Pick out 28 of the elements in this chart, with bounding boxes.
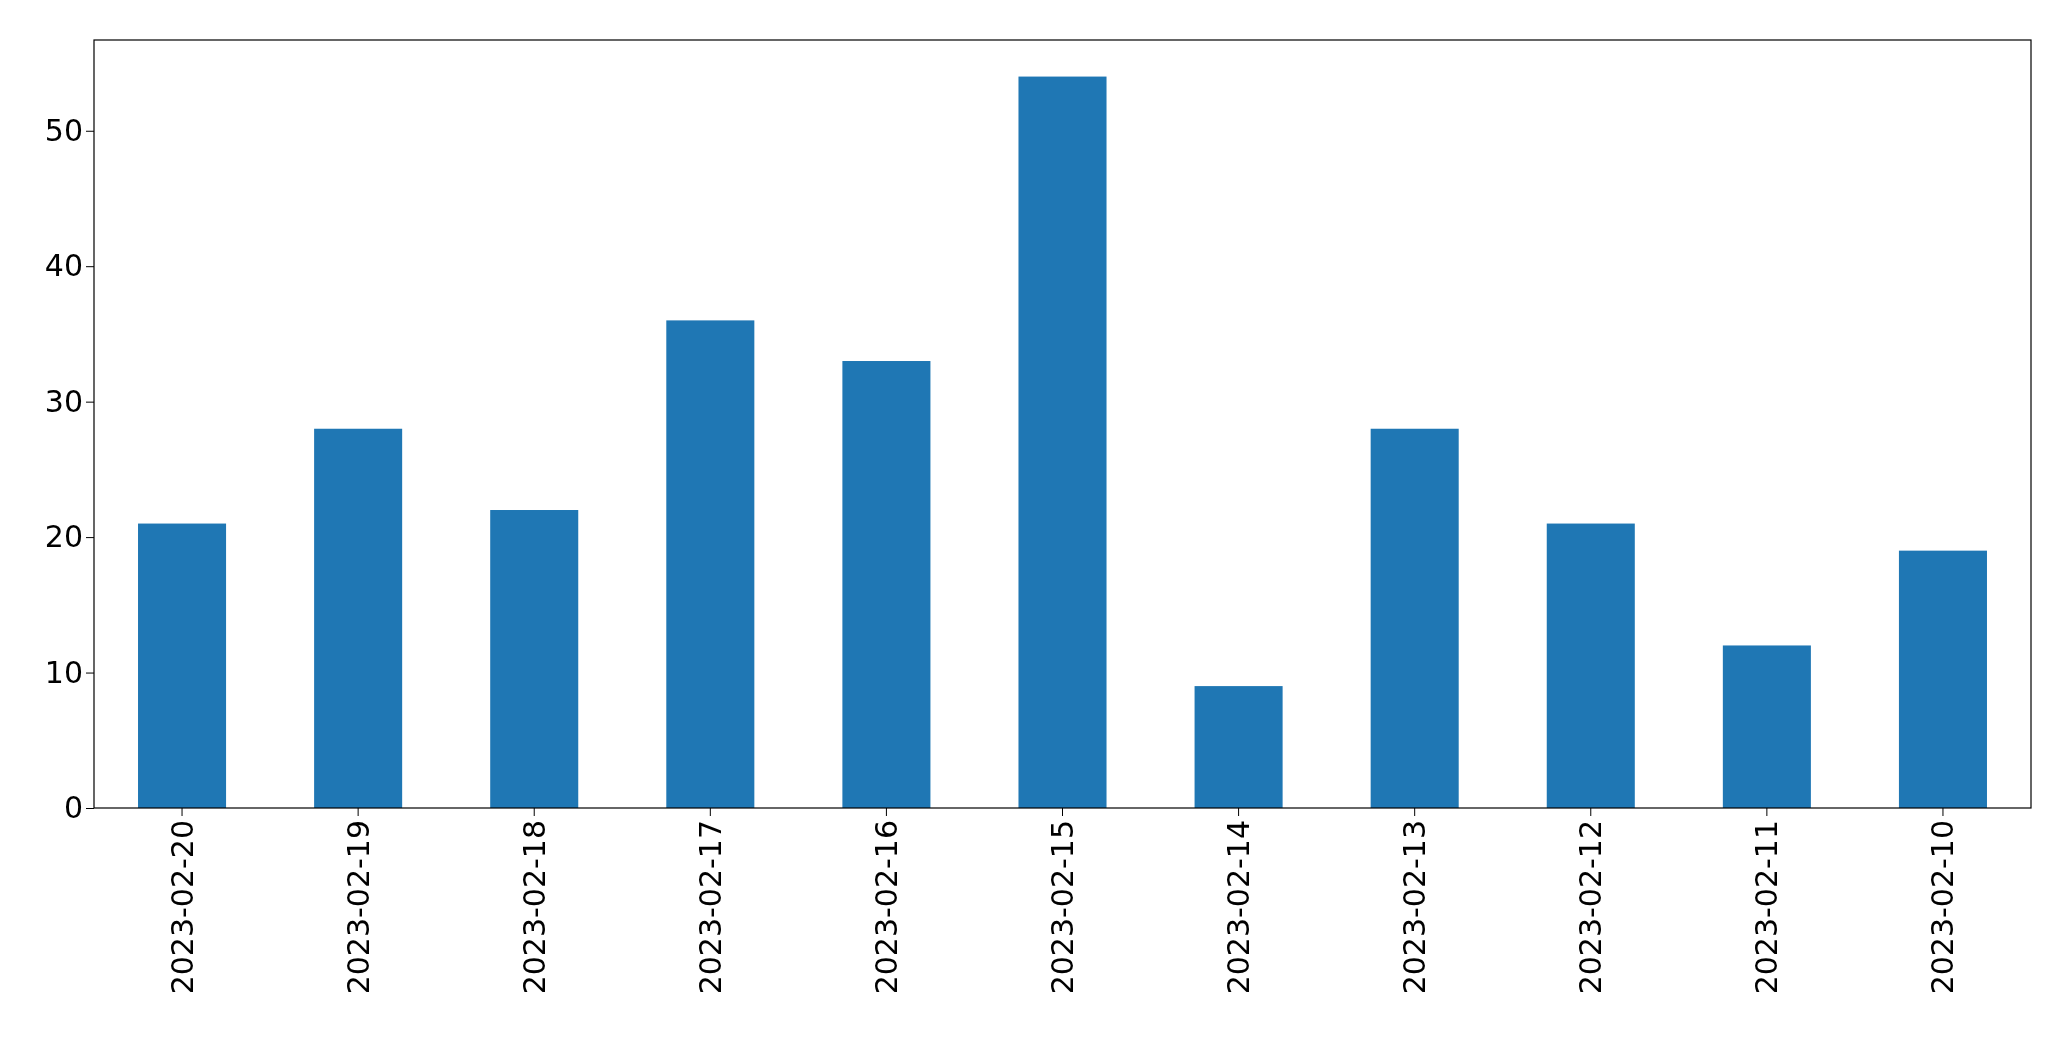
y-tick-label: 10 (44, 654, 83, 690)
y-tick-label: 40 (44, 248, 83, 284)
bar (1018, 76, 1107, 808)
bar (490, 510, 579, 808)
x-tick-label: 2023-02-17 (692, 820, 728, 995)
x-tick-label: 2023-02-16 (868, 820, 904, 995)
x-tick-label: 2023-02-12 (1573, 820, 1609, 995)
bar (1194, 686, 1283, 808)
bar (1898, 550, 1987, 808)
x-tick-label: 2023-02-11 (1749, 820, 1785, 995)
bar (1722, 645, 1811, 808)
x-tick-label: 2023-02-14 (1221, 820, 1257, 995)
y-tick-label: 0 (63, 790, 83, 826)
bar (666, 320, 755, 808)
x-tick-label: 2023-02-18 (516, 820, 552, 995)
x-tick-label: 2023-02-19 (340, 820, 376, 995)
bar (1546, 523, 1635, 808)
y-tick-label: 50 (44, 112, 83, 148)
bar (138, 523, 227, 808)
x-tick-label: 2023-02-13 (1397, 820, 1433, 995)
y-tick-label: 20 (44, 519, 83, 555)
x-tick-label: 2023-02-20 (164, 820, 200, 995)
bar (1370, 428, 1459, 808)
x-tick-label: 2023-02-15 (1045, 820, 1080, 995)
bar (314, 428, 403, 808)
x-tick-label: 2023-02-10 (1925, 820, 1961, 995)
bar (842, 361, 931, 808)
y-tick-label: 30 (44, 383, 83, 419)
